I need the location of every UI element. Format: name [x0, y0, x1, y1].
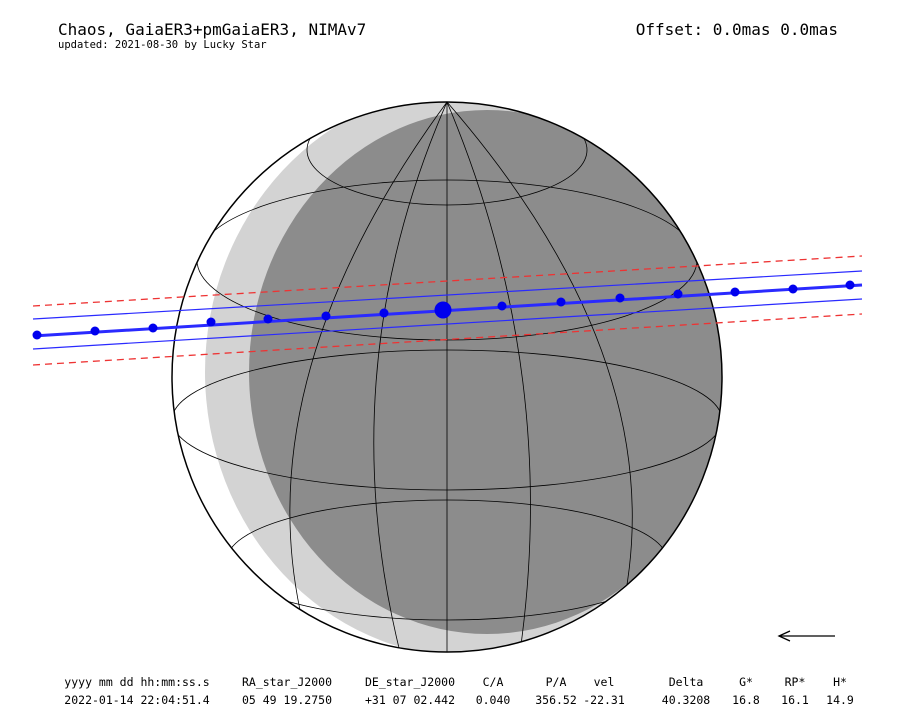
table-cell: 0.040 [476, 693, 511, 707]
table-cell: 16.8 [732, 693, 760, 707]
table-cell: -22.31 [583, 693, 625, 707]
data-table: yyyy mm dd hh:mm:ss.s RA_star_J2000 DE_sta… [64, 675, 854, 707]
table-cell: 16.1 [781, 693, 809, 707]
table-cell: 14.9 [826, 693, 854, 707]
table-cell: 05 49 19.2750 [242, 693, 332, 707]
direction-arrow [777, 630, 835, 642]
table-header: H* [833, 675, 847, 689]
table-header: C/A [483, 675, 504, 689]
title: Chaos, GaiaER3+pmGaiaER3, NIMAv7 [58, 20, 366, 39]
globe [171, 101, 723, 653]
table-header: yyyy mm dd hh:mm:ss.s [64, 675, 209, 689]
table-cell: +31 07 02.442 [365, 693, 455, 707]
subtitle: updated: 2021-08-30 by Lucky Star [58, 39, 267, 51]
offset: Offset: 0.0mas 0.0mas [636, 20, 838, 39]
table-header: DE_star_J2000 [365, 675, 455, 689]
table-cell: 2022-01-14 22:04:51.4 [64, 693, 209, 707]
table-cell: 356.52 [535, 693, 577, 707]
table-header: vel [594, 675, 615, 689]
table-header: RP* [785, 675, 806, 689]
shadow-path [32, 255, 863, 366]
table-header: P/A [546, 675, 567, 689]
table-cell: 40.3208 [662, 693, 711, 707]
table-header: G* [739, 675, 753, 689]
table-header: RA_star_J2000 [242, 675, 332, 689]
table-header: Delta [669, 675, 704, 689]
